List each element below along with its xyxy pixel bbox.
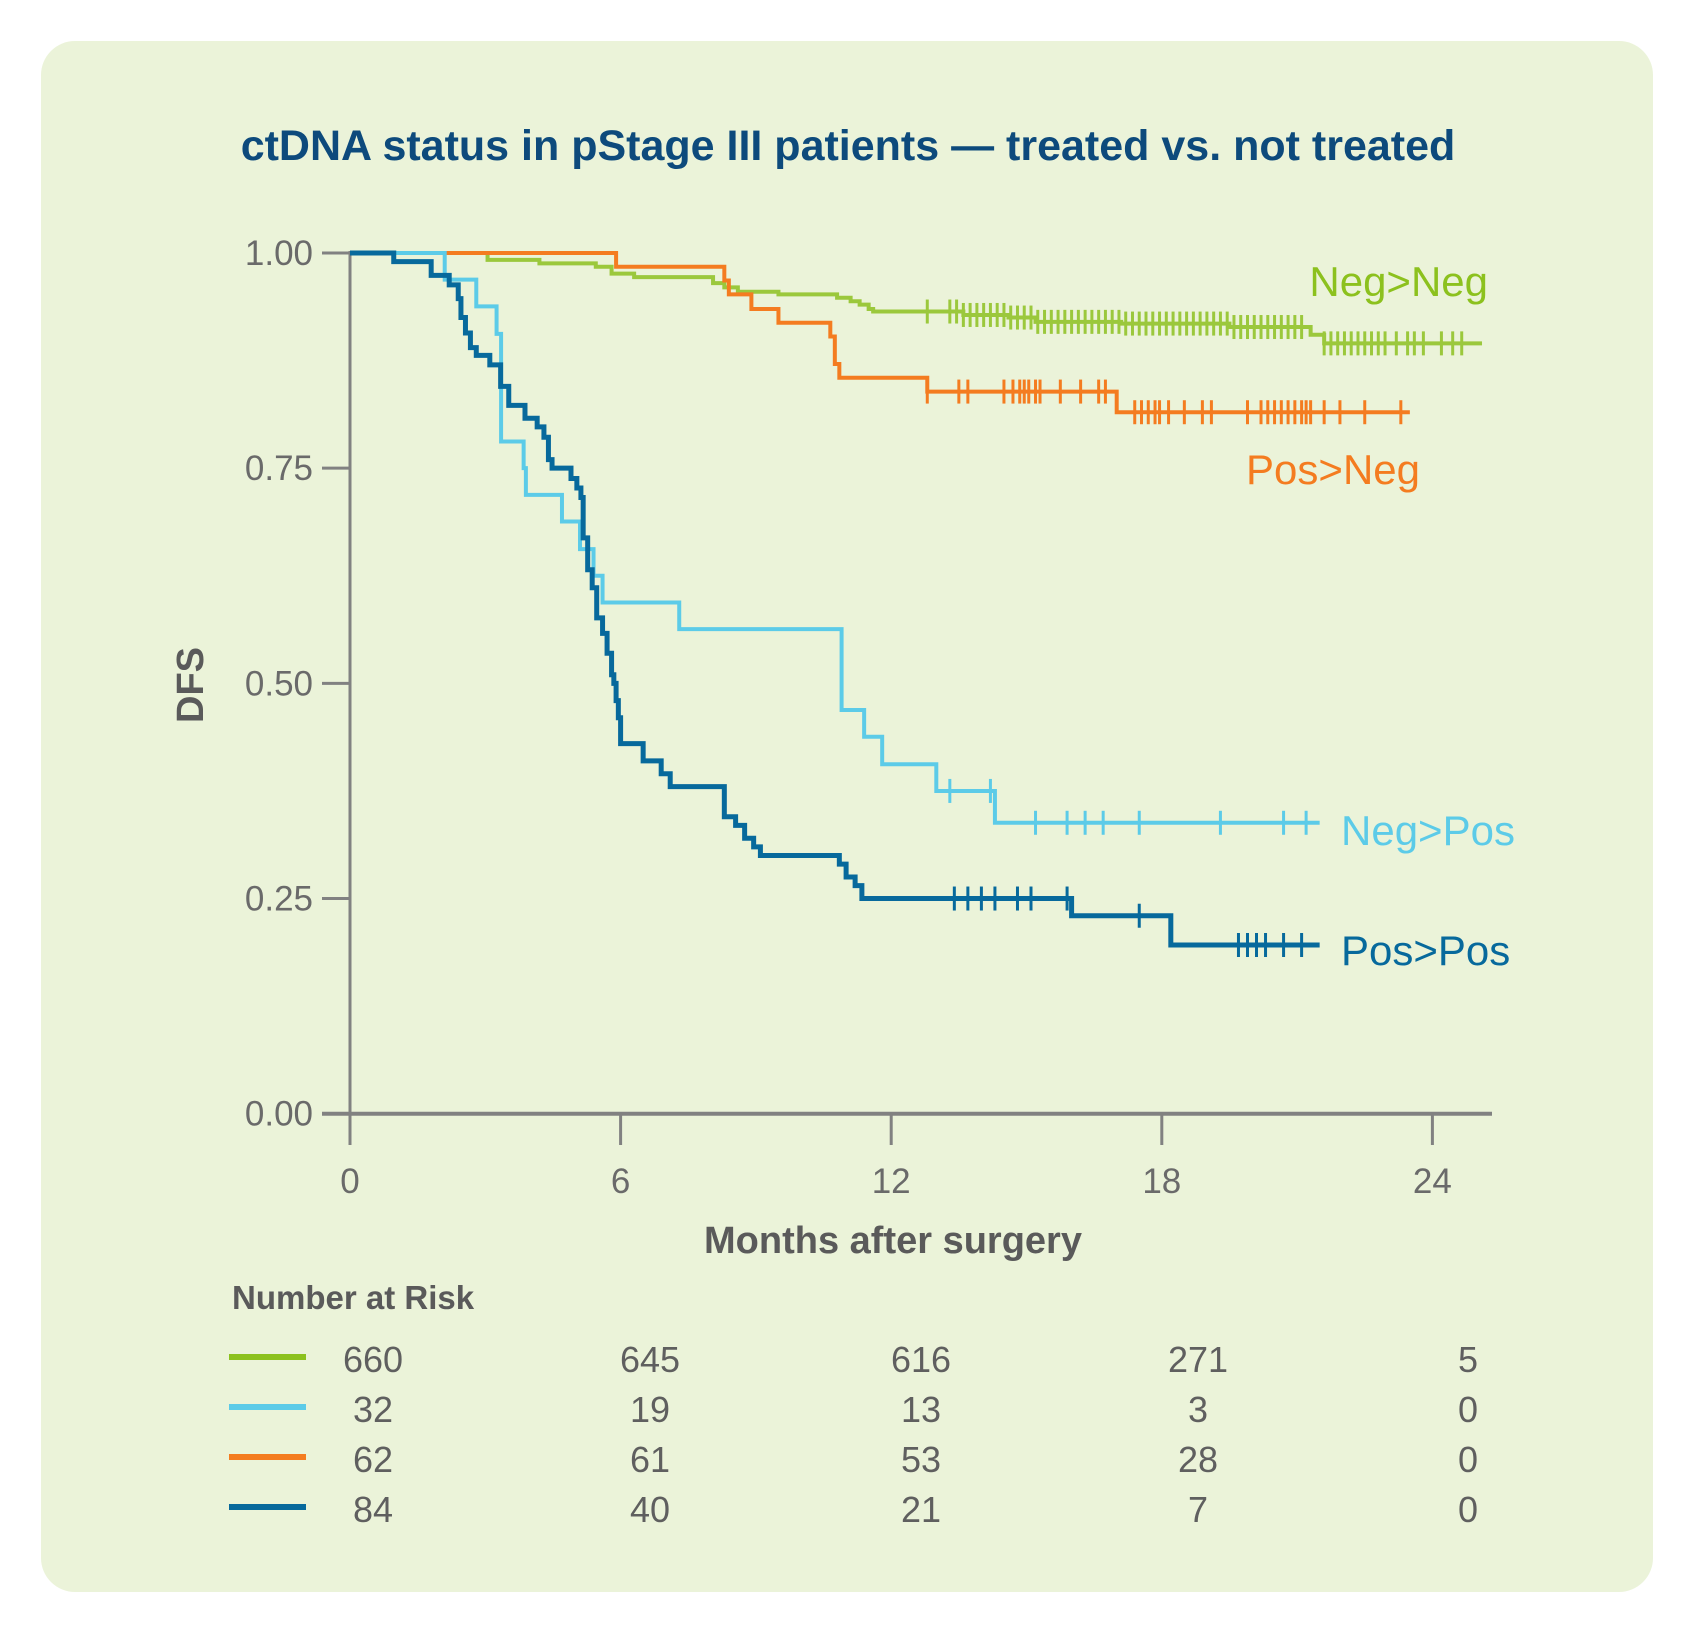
y-tick-label: 1.00 (245, 234, 313, 273)
survival-step-line (350, 251, 1483, 346)
survival-step-line (350, 250, 1320, 948)
risk-count: 616 (891, 1339, 951, 1380)
curve-neg-to-neg (350, 251, 1483, 356)
x-tick-label: 18 (1142, 1162, 1181, 1201)
risk-count: 0 (1458, 1439, 1478, 1480)
risk-count: 3 (1188, 1389, 1208, 1430)
risk-row: 32 19 13 3 0 (229, 1389, 1478, 1430)
curve-pos-to-pos (350, 250, 1320, 958)
axes: 0.00 0.25 0.50 0.75 1.00 0 6 12 18 24 (245, 234, 1492, 1201)
chart-title: ctDNA status in pStage III patients — tr… (241, 122, 1456, 170)
risk-count: 21 (901, 1489, 941, 1530)
risk-row: 84 40 21 7 0 (229, 1489, 1478, 1530)
y-tick-label: 0.50 (245, 664, 313, 703)
y-axis-label: DFS (170, 647, 212, 723)
x-axis-label: Months after surgery (704, 1220, 1082, 1262)
risk-count: 13 (901, 1389, 941, 1430)
number-at-risk-table: 660 645 616 271 5 32 19 13 3 0 62 61 53 28 0 84 40 21 7 0 (229, 1339, 1478, 1530)
risk-row: 660 645 616 271 5 (229, 1339, 1478, 1380)
survival-curves (350, 250, 1483, 958)
risk-count: 28 (1178, 1439, 1218, 1480)
number-at-risk-title: Number at Risk (232, 1279, 475, 1316)
x-tick-label: 12 (872, 1162, 911, 1201)
risk-count: 0 (1458, 1389, 1478, 1430)
x-tick-label: 24 (1413, 1162, 1452, 1201)
card-background (41, 41, 1653, 1592)
risk-count: 7 (1188, 1489, 1208, 1530)
risk-count: 0 (1458, 1489, 1478, 1530)
risk-count: 62 (353, 1439, 393, 1480)
series-label: Neg>Pos (1341, 807, 1515, 854)
series-label: Neg>Neg (1309, 258, 1488, 305)
risk-count: 84 (353, 1489, 393, 1530)
risk-count: 5 (1458, 1339, 1478, 1380)
y-tick-label: 0.00 (245, 1095, 313, 1134)
series-labels: Neg>Neg Pos>Neg Neg>Pos Pos>Pos (1246, 258, 1515, 974)
y-tick-label: 0.25 (245, 880, 313, 919)
x-tick-label: 6 (611, 1162, 630, 1201)
y-tick-label: 0.75 (245, 449, 313, 488)
curve-pos-to-neg (350, 251, 1410, 425)
x-tick-label: 0 (340, 1162, 359, 1201)
series-label: Pos>Neg (1246, 446, 1420, 493)
risk-count: 40 (630, 1489, 670, 1530)
risk-count: 32 (353, 1389, 393, 1430)
risk-row: 62 61 53 28 0 (229, 1439, 1478, 1480)
series-label: Pos>Pos (1341, 927, 1510, 974)
risk-count: 645 (620, 1339, 680, 1380)
risk-count: 660 (343, 1339, 403, 1380)
risk-count: 19 (630, 1389, 670, 1430)
risk-count: 271 (1168, 1339, 1228, 1380)
risk-count: 61 (630, 1439, 670, 1480)
risk-count: 53 (901, 1439, 941, 1480)
